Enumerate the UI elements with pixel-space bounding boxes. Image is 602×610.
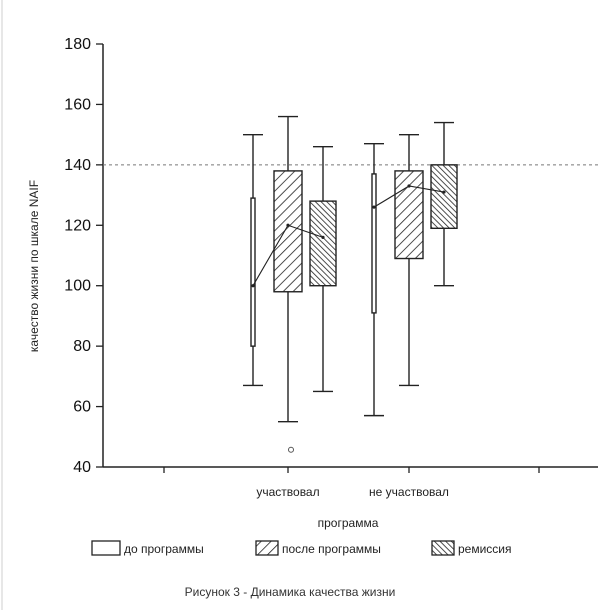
box-1-0	[273, 115, 303, 453]
y-tick-label: 180	[64, 36, 91, 53]
box-body	[309, 200, 337, 287]
legend-label-3: ремиссия	[458, 542, 512, 556]
legend-label-1: до программы	[124, 542, 204, 556]
box-body	[273, 170, 303, 293]
y-tick-label: 40	[73, 459, 91, 476]
x-category-label-2: не участвовал	[369, 485, 449, 499]
box-body	[430, 164, 458, 230]
legend-swatch-hatch-light	[255, 540, 279, 556]
legend: до программы после программы ремиссия	[91, 540, 512, 556]
y-axis-title: качество жизни по шкале NAIF	[27, 180, 41, 352]
outlier-point	[288, 446, 294, 453]
y-tick-label: 100	[64, 278, 91, 295]
x-axis-ticks	[163, 467, 540, 473]
legend-label-2: после программы	[282, 542, 381, 556]
median-connector-1	[373, 185, 445, 208]
figure-caption: Рисунок 3 - Динамика качества жизни	[185, 585, 396, 599]
box-0-1	[364, 143, 384, 417]
y-tick-label: 140	[64, 157, 91, 174]
box-series-group	[243, 115, 458, 453]
box-body	[394, 170, 424, 260]
y-tick-label: 120	[64, 217, 91, 234]
y-tick-label: 60	[73, 399, 91, 416]
x-axis-title: программа	[318, 516, 379, 530]
legend-swatch-hatch-dense	[431, 540, 455, 556]
y-axis-ticks: 40 60 80 100 120 140 160 180	[64, 36, 103, 476]
legend-swatch-plain	[91, 540, 121, 556]
median-connector-0	[252, 224, 324, 286]
box-2-1	[430, 121, 458, 287]
y-tick-label: 160	[64, 96, 91, 113]
box-1-1	[394, 133, 424, 387]
box-body	[371, 173, 377, 314]
y-tick-label: 80	[73, 338, 91, 355]
box-0-0	[243, 133, 263, 387]
x-category-label-1: участвовал	[256, 485, 319, 499]
box-2-0	[309, 146, 337, 393]
box-body	[250, 197, 256, 347]
